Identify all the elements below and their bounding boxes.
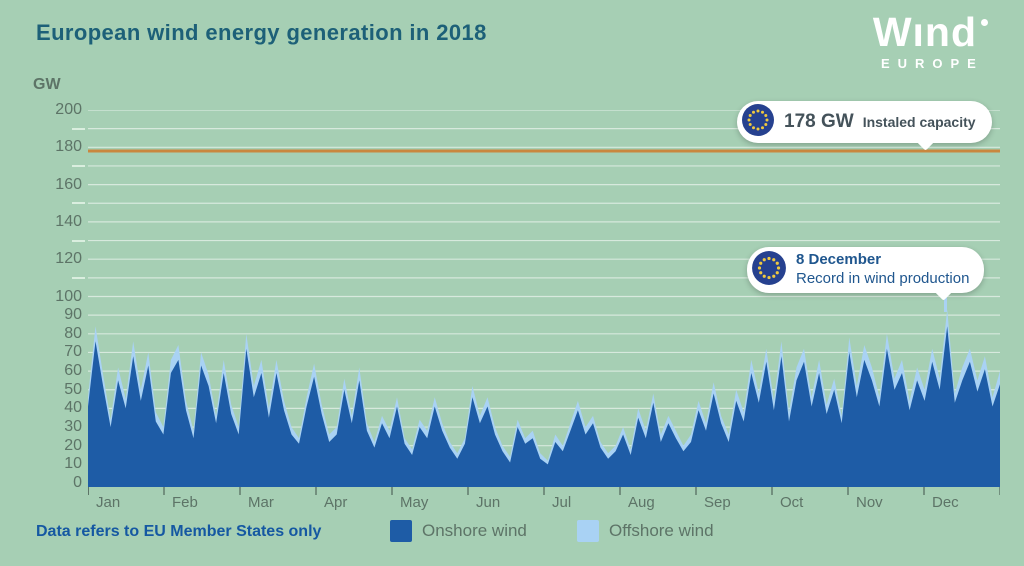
data-scope-note: Data refers to EU Member States only [36, 523, 322, 540]
chart-plot-area [88, 110, 1000, 495]
eu-flag-icon [751, 250, 787, 291]
capacity-value: 178 GW [784, 111, 854, 132]
y-tick-minor-dash [72, 127, 85, 130]
y-tick-label: 90 [64, 306, 82, 324]
y-tick-label: 70 [64, 343, 82, 361]
y-tick-minor-dash [72, 276, 85, 279]
record-label: Record in wind production [796, 270, 970, 287]
y-tick-minor-dash [72, 202, 85, 205]
offshore-color-swatch [577, 520, 599, 542]
x-tick-label-mar: Mar [248, 494, 274, 511]
y-tick-label: 120 [55, 250, 82, 268]
x-tick-label-apr: Apr [324, 494, 348, 511]
y-tick-label: 160 [55, 175, 82, 193]
legend-label-onshore: Onshore wind [422, 521, 527, 540]
x-tick-label-feb: Feb [172, 494, 198, 511]
y-tick-label: 60 [64, 362, 82, 380]
y-tick-label: 30 [64, 418, 82, 436]
legend-item-onshore: Onshore wind [390, 520, 527, 542]
y-axis-unit-label: GW [33, 76, 61, 93]
x-tick-label-may: May [400, 494, 429, 511]
capacity-label: Instaled capacity [862, 114, 976, 130]
y-tick-label: 40 [64, 399, 82, 417]
y-tick-label: 100 [55, 287, 82, 305]
x-tick-label-sep: Sep [704, 494, 731, 511]
y-tick-label: 200 [55, 101, 82, 118]
y-tick-label: 80 [64, 324, 82, 342]
x-tick-label-dec: Dec [932, 494, 959, 511]
logo-dot-icon [981, 19, 988, 26]
y-tick-label: 10 [64, 455, 82, 473]
page-title: European wind energy generation in 2018 [36, 20, 487, 45]
legend-item-offshore: Offshore wind [577, 520, 714, 542]
record-production-callout: 8 December Record in wind production [747, 247, 985, 301]
y-tick-label: 180 [55, 138, 82, 156]
record-date: 8 December [796, 251, 882, 269]
legend-label-offshore: Offshore wind [609, 521, 714, 540]
record-peak-connector [944, 290, 947, 312]
x-tick-label-aug: Aug [628, 494, 655, 511]
x-tick-label-oct: Oct [780, 494, 804, 511]
y-tick-minor-dash [72, 164, 85, 167]
y-tick-label: 50 [64, 380, 82, 398]
x-tick-label-jul: Jul [552, 494, 572, 511]
x-tick-label-jun: Jun [476, 494, 501, 511]
y-tick-label: 0 [73, 474, 82, 491]
onshore-color-swatch [390, 520, 412, 542]
eu-flag-icon [741, 103, 775, 142]
windeurope-logo: Wınd EUROPE [873, 12, 988, 71]
x-tick-label-nov: Nov [856, 494, 883, 511]
logo-subtitle: EUROPE [880, 56, 984, 71]
logo-wordmark: Wınd [872, 9, 977, 55]
y-tick-label: 20 [64, 436, 82, 454]
y-tick-label: 140 [55, 212, 82, 230]
installed-capacity-callout: 178 GW Instaled capacity [737, 101, 992, 151]
y-tick-minor-dash [72, 239, 85, 242]
wind-generation-area-chart [88, 110, 1000, 495]
x-tick-label-jan: Jan [96, 494, 121, 511]
